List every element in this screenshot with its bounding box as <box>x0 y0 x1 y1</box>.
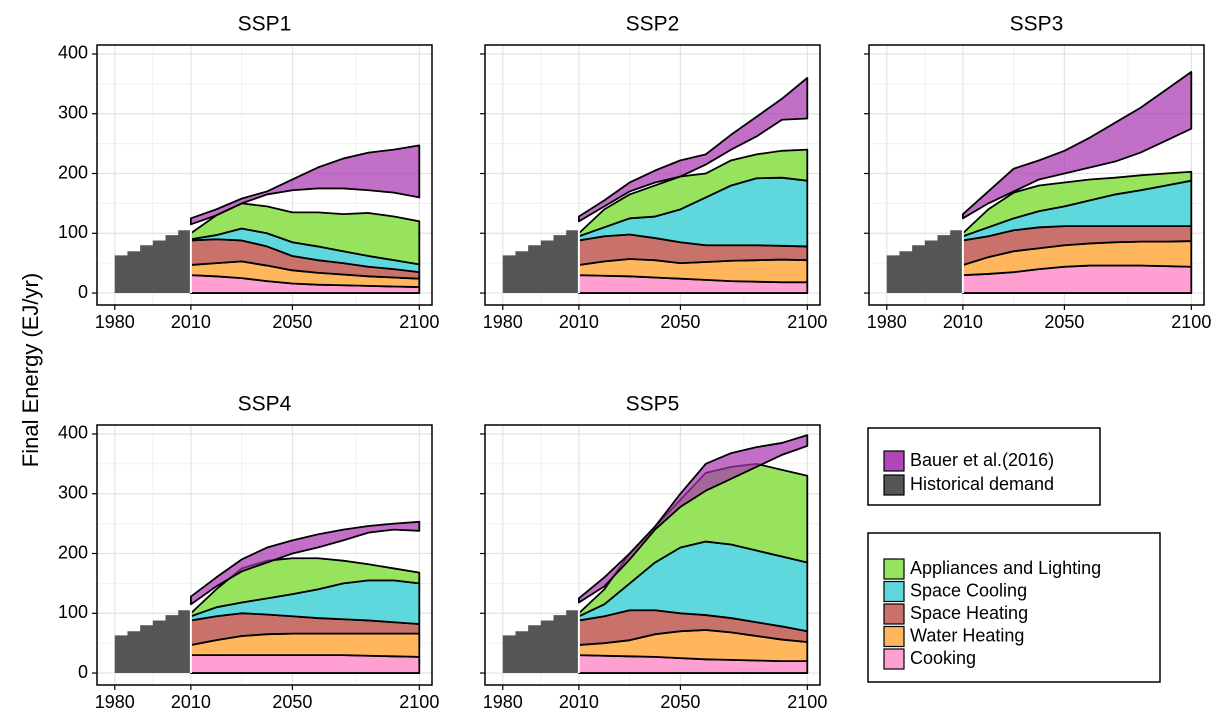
legend-box <box>867 427 1101 506</box>
legend-label: Space Heating <box>910 603 1028 623</box>
x-tick-label: 2010 <box>943 312 983 332</box>
y-tick-label: 100 <box>58 222 88 242</box>
y-tick-label: 200 <box>58 542 88 562</box>
x-tick-label: 1980 <box>95 312 135 332</box>
historical-area <box>886 225 963 294</box>
legend-label: Historical demand <box>910 474 1054 494</box>
bauer-band <box>578 76 809 223</box>
panel-border <box>96 44 433 306</box>
y-tick-label: 0 <box>78 282 88 302</box>
y-tick-label: 300 <box>58 482 88 502</box>
y-tick-label: 300 <box>58 102 88 122</box>
x-tick-label: 2050 <box>272 312 312 332</box>
x-tick-label: 1980 <box>483 692 523 712</box>
x-tick-label: 1980 <box>483 312 523 332</box>
x-tick-label: 2010 <box>171 692 211 712</box>
area <box>190 654 421 674</box>
x-tick-label: 2010 <box>171 312 211 332</box>
legend-label: Space Cooling <box>910 580 1027 600</box>
bauer-band <box>190 520 421 606</box>
x-tick-label: 1980 <box>95 692 135 712</box>
legend-key <box>883 648 905 670</box>
historical-area <box>114 225 191 294</box>
legend-key <box>883 558 905 580</box>
legend-key <box>883 625 905 648</box>
panel-title: SSP1 <box>238 13 292 36</box>
x-tick-label: 2100 <box>399 692 439 712</box>
legend-label: Bauer et al.(2016) <box>910 450 1054 470</box>
legend-key <box>883 580 905 603</box>
x-tick-label: 2010 <box>559 692 599 712</box>
panel-title: SSP3 <box>1010 13 1064 36</box>
panel-border <box>484 424 821 686</box>
x-tick-label: 2100 <box>399 312 439 332</box>
x-tick-label: 2050 <box>272 692 312 712</box>
panel-title: SSP4 <box>238 393 292 416</box>
legend-key <box>883 450 905 472</box>
panel-border <box>868 44 1205 306</box>
area <box>578 148 809 238</box>
bauer-band <box>962 70 1193 220</box>
x-tick-label: 2050 <box>660 692 700 712</box>
y-tick-label: 400 <box>58 423 88 443</box>
x-tick-label: 2100 <box>787 312 827 332</box>
x-tick-label: 2100 <box>787 692 827 712</box>
bauer-band <box>190 144 421 226</box>
legend-label: Water Heating <box>910 625 1024 645</box>
historical-area <box>114 605 191 674</box>
legend-key <box>883 603 905 625</box>
panel-title: SSP2 <box>626 13 680 36</box>
x-tick-label: 2050 <box>660 312 700 332</box>
y-tick-label: 200 <box>58 162 88 182</box>
area <box>962 170 1193 238</box>
x-tick-label: 2010 <box>559 312 599 332</box>
legend-label: Appliances and Lighting <box>910 558 1101 578</box>
legend-label: Cooking <box>910 648 976 668</box>
y-tick-label: 0 <box>78 662 88 682</box>
y-axis-label: Final Energy (EJ/yr) <box>18 273 43 467</box>
historical-area <box>502 225 579 294</box>
legend-box <box>867 532 1161 683</box>
historical-area <box>502 605 579 674</box>
area <box>190 202 421 266</box>
x-tick-label: 1980 <box>867 312 907 332</box>
bauer-band <box>578 434 809 604</box>
y-tick-label: 400 <box>58 43 88 63</box>
panel-title: SSP5 <box>626 393 680 416</box>
legend-key <box>883 474 905 496</box>
panel-border <box>484 44 821 306</box>
x-tick-label: 2100 <box>1171 312 1211 332</box>
y-tick-label: 100 <box>58 602 88 622</box>
panel-border <box>96 424 433 686</box>
x-tick-label: 2050 <box>1044 312 1084 332</box>
